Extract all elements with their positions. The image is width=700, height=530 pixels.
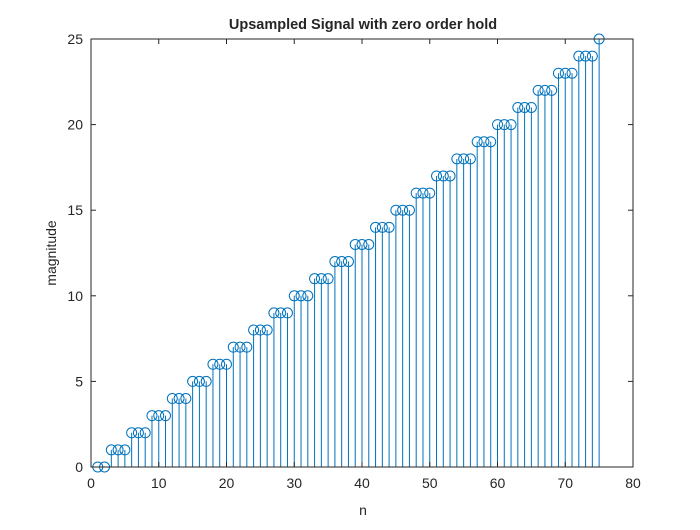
stem-marker	[336, 256, 348, 268]
stem-marker	[410, 187, 422, 199]
stem-marker	[173, 393, 185, 405]
stem-marker	[139, 427, 151, 439]
stem-marker	[295, 290, 307, 302]
stem-marker	[424, 187, 436, 199]
stem-marker	[370, 221, 382, 233]
stem-marker	[363, 238, 375, 250]
stem-marker	[519, 101, 531, 113]
stem-marker	[397, 204, 409, 216]
stem-marker	[546, 84, 558, 96]
stem-marker	[505, 119, 517, 131]
x-axis-label: n	[359, 502, 367, 518]
stem-marker	[302, 290, 314, 302]
stem-marker	[112, 444, 124, 456]
stem-marker	[559, 67, 571, 79]
stem-marker	[221, 358, 232, 370]
stem-marker	[349, 238, 361, 250]
stem-marker	[471, 136, 483, 148]
stem-marker	[254, 324, 266, 336]
x-tick-label: 30	[286, 475, 302, 491]
stem-marker	[437, 170, 449, 182]
stem-marker	[512, 101, 524, 113]
y-tick-label: 0	[75, 459, 83, 475]
y-tick-label: 20	[67, 117, 83, 133]
stem-marker	[207, 358, 219, 370]
stem-marker	[451, 153, 463, 165]
stem-marker	[586, 50, 598, 62]
stem-marker	[227, 341, 239, 353]
stem-marker	[431, 170, 443, 182]
x-tick-label: 60	[490, 475, 506, 491]
stem-marker	[403, 204, 415, 216]
chart-title: Upsampled Signal with zero order hold	[229, 17, 497, 33]
stem-marker	[573, 50, 585, 62]
x-axis-ticks: 0 10 20 30 40 50 60 70 80	[87, 39, 641, 491]
stem-marker	[342, 256, 354, 268]
x-tick-label: 50	[422, 475, 438, 491]
stem-series	[92, 33, 605, 473]
stem-marker	[200, 375, 212, 387]
stem-marker	[356, 238, 368, 250]
stem-marker	[329, 256, 341, 268]
stem-marker	[376, 221, 388, 233]
stem-marker	[275, 307, 287, 319]
stem-marker	[119, 444, 131, 456]
stem-marker	[322, 273, 334, 285]
stem-marker	[309, 273, 321, 285]
stem-marker	[187, 375, 199, 387]
stem-marker	[566, 67, 578, 79]
stem-marker	[539, 84, 551, 96]
stem-marker	[214, 358, 226, 370]
x-tick-label: 70	[557, 475, 573, 491]
y-tick-label: 15	[67, 202, 83, 218]
stem-marker	[146, 410, 158, 422]
stem-marker	[444, 170, 456, 182]
stem-marker	[417, 187, 429, 199]
stem-marker	[241, 341, 253, 353]
stem-marker	[288, 290, 300, 302]
y-tick-label: 25	[67, 31, 83, 47]
stem-marker	[532, 84, 544, 96]
y-tick-label: 10	[67, 288, 83, 304]
stem-marker	[261, 324, 273, 336]
stem-marker	[234, 341, 246, 353]
y-axis-ticks: 0 5 10 15 20 25	[67, 31, 633, 475]
x-tick-label: 80	[625, 475, 641, 491]
stem-marker	[464, 153, 476, 165]
stem-marker	[552, 67, 564, 79]
stem-marker	[153, 410, 165, 422]
x-tick-label: 40	[354, 475, 370, 491]
stem-marker	[390, 204, 402, 216]
x-tick-label: 20	[219, 475, 235, 491]
y-axis-label: magnitude	[43, 220, 59, 286]
stem-marker	[458, 153, 470, 165]
stem-marker	[281, 307, 293, 319]
stem-marker	[166, 393, 178, 405]
stem-marker	[383, 221, 395, 233]
stem-marker	[193, 375, 205, 387]
stem-marker	[315, 273, 327, 285]
y-tick-label: 5	[75, 373, 83, 389]
x-tick-label: 10	[151, 475, 167, 491]
stem-marker	[126, 427, 138, 439]
stem-marker	[498, 119, 510, 131]
stem-marker	[160, 410, 172, 422]
x-tick-label: 0	[87, 475, 95, 491]
stem-marker	[180, 393, 192, 405]
stem-marker	[248, 324, 260, 336]
stem-marker	[492, 119, 503, 131]
stem-marker	[268, 307, 280, 319]
stem-marker	[132, 427, 144, 439]
stem-marker	[525, 101, 537, 113]
stem-marker	[485, 136, 497, 148]
stem-marker	[478, 136, 490, 148]
stem-marker	[105, 444, 117, 456]
stem-marker	[580, 50, 592, 62]
